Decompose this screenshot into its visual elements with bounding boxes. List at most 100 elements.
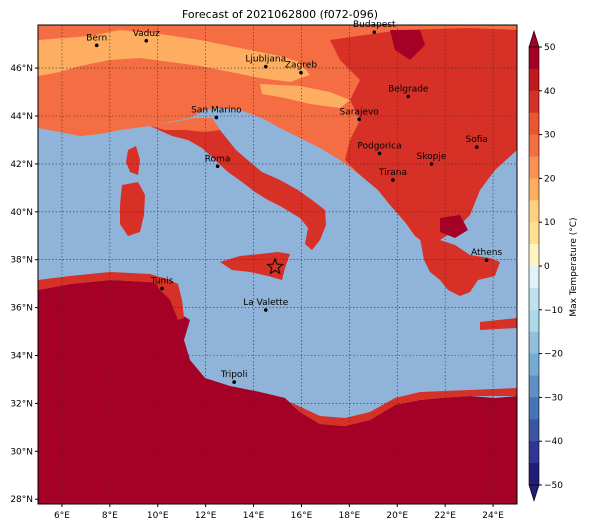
colorbar-segment: [529, 90, 539, 114]
graticule: [38, 25, 517, 504]
colorbar-segment: [529, 419, 539, 442]
map-title: Forecast of 2021062800 (f072-096): [182, 8, 378, 21]
lon-tick-label: 22°E: [434, 511, 456, 521]
colorbar-tick-label: 20: [544, 174, 556, 184]
lat-tick-label: 38°N: [10, 256, 33, 266]
lat-tick-label: 44°N: [10, 112, 33, 122]
colorbar-segment: [529, 375, 539, 398]
italy-land: [150, 118, 326, 250]
tunisia-coast: [150, 276, 184, 320]
city-dot: [484, 258, 489, 262]
colorbar: 50 40 30 20 10 0 −10 −20 −30 −40 −50: [528, 29, 563, 503]
lat-tick-label: 28°N: [10, 495, 33, 505]
lat-tick-label: 46°N: [10, 64, 33, 74]
colorbar-segment: [529, 134, 539, 157]
colorbar-top-arrow: [528, 29, 540, 48]
sicily-land: [220, 252, 290, 280]
colorbar-segment: [529, 200, 539, 223]
lat-tick-label: 34°N: [10, 352, 33, 362]
city-dot: [263, 64, 268, 69]
lon-tick-label: 24°E: [482, 511, 504, 521]
greece-hot-zone: [440, 215, 468, 238]
crete-land: [480, 318, 517, 330]
colorbar-tick-label: −20: [544, 350, 563, 360]
lon-tick-label: 6°E: [54, 511, 70, 521]
colorbar-segment: [529, 463, 539, 486]
city-label: Athens: [471, 248, 502, 258]
lon-tick-label: 14°E: [243, 511, 265, 521]
colorbar-segment: [529, 178, 539, 201]
colorbar-segment: [529, 441, 539, 464]
lat-tick-label: 30°N: [10, 447, 33, 457]
colorbar-tick-label: −40: [544, 437, 563, 447]
city-label: Bern: [86, 33, 107, 43]
greece-land: [420, 238, 500, 296]
city-dot: [214, 115, 219, 120]
colorbar-label: Max Temperature (°C): [569, 217, 579, 316]
city-label: Tunis: [150, 276, 174, 286]
colorbar-segment: [529, 353, 539, 376]
colorbar-segment: [529, 244, 539, 267]
city-dot: [232, 380, 236, 384]
colorbar-tick-label: −50: [544, 481, 563, 491]
city-label: Roma: [205, 154, 231, 164]
city-dot: [160, 286, 164, 291]
lon-tick-label: 20°E: [386, 511, 408, 521]
city-label: Tirana: [378, 168, 407, 178]
colorbar-tick-label: −30: [544, 393, 563, 403]
city-dot: [429, 162, 434, 166]
colorbar-segment: [529, 68, 539, 92]
city-dot: [406, 94, 411, 99]
colorbar-segment: [529, 47, 539, 70]
corsica-land: [126, 146, 140, 175]
colorbar-segment: [529, 266, 539, 289]
lon-tick-label: 12°E: [195, 511, 217, 521]
city-label: Zagreb: [285, 61, 317, 71]
city-label: Tripoli: [220, 370, 248, 380]
map-frame: [37, 24, 518, 505]
city-label: Sofia: [466, 135, 488, 145]
city-dot: [357, 117, 361, 122]
lon-tick-label: 8°E: [102, 511, 118, 521]
colorbar-tick-label: 0: [544, 262, 550, 272]
sardinia-land: [120, 182, 145, 236]
colorbar-tick-label: 10: [544, 218, 556, 228]
city-label: La Valette: [243, 298, 288, 308]
colorbar-tick-label: −10: [544, 306, 563, 316]
lon-tick-label: 10°E: [147, 511, 169, 521]
city-label: Sarajevo: [340, 107, 380, 117]
lon-tick-label: 16°E: [291, 511, 313, 521]
po-valley: [150, 118, 220, 132]
city-dot: [94, 43, 99, 48]
colorbar-tick-label: 50: [544, 43, 556, 53]
city-label: Podgorica: [357, 141, 401, 151]
lat-tick-label: 42°N: [10, 160, 33, 170]
lat-tick-label: 32°N: [10, 399, 33, 409]
city-dot: [215, 164, 220, 169]
colorbar-segment: [529, 309, 539, 333]
city-label: Vaduz: [133, 29, 160, 39]
colorbar-segment: [529, 112, 539, 136]
colorbar-segment: [529, 287, 539, 311]
city-dot: [263, 308, 268, 312]
lon-tick-label: 18°E: [339, 511, 361, 521]
colorbar-segment: [529, 156, 539, 179]
pannonia-cool-zone: [260, 84, 350, 108]
hungary-hot-zone: [390, 30, 425, 60]
city-dot: [391, 178, 395, 182]
city-dot: [377, 151, 382, 156]
city-dot: [372, 30, 377, 34]
north-africa-land: [38, 280, 517, 504]
star-marker: [266, 257, 285, 275]
colorbar-bottom-arrow: [528, 484, 540, 503]
city-label: Skopje: [417, 152, 447, 162]
map-area: [38, 25, 517, 504]
colorbar-tick-label: 30: [544, 131, 556, 141]
city-dot: [299, 70, 303, 75]
lat-tick-label: 40°N: [10, 208, 33, 218]
axis-ticks: 6°E 8°E 10°E 12°E 14°E 16°E 18°E 20°E 22°E 24°E 28…: [10, 64, 504, 521]
colorbar-segment: [529, 331, 539, 355]
city-dot: [144, 39, 149, 43]
city-dot: [474, 145, 479, 149]
